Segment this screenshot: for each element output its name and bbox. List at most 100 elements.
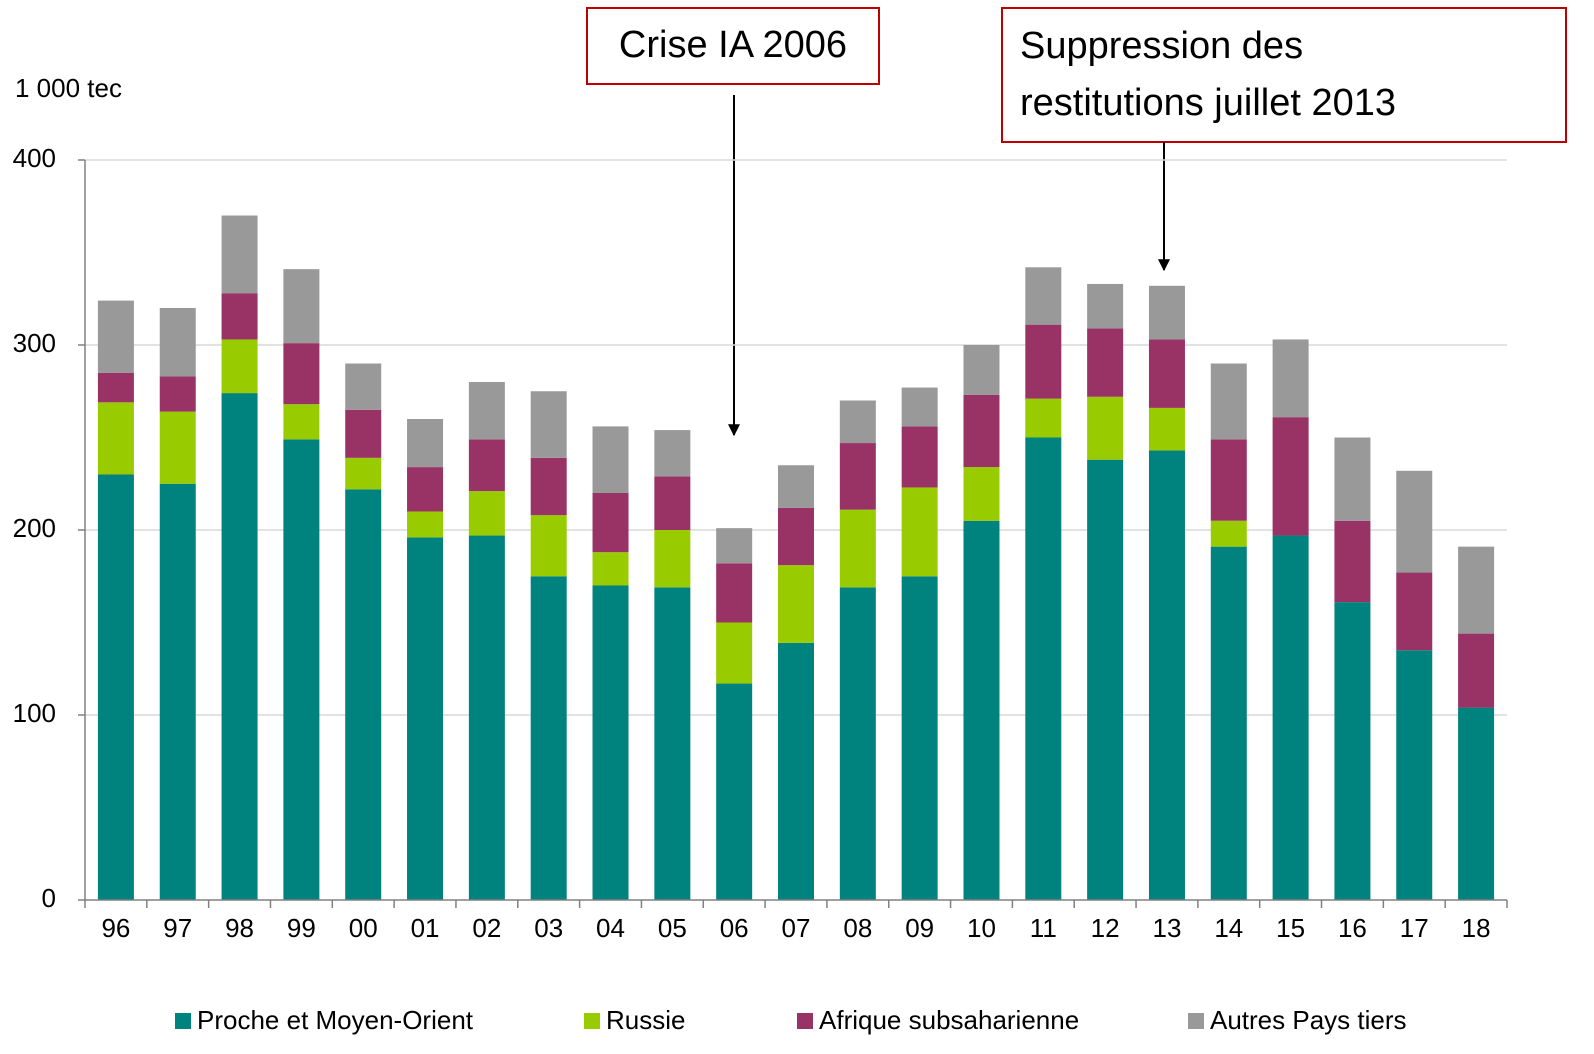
legend-swatch: [797, 1013, 813, 1029]
bar-segment: [283, 439, 320, 900]
x-tick-label: 04: [596, 913, 625, 943]
legend-label: Autres Pays tiers: [1210, 1005, 1407, 1035]
legend-label: Afrique subsaharienne: [819, 1005, 1079, 1035]
bar-segment: [1210, 520, 1247, 547]
bar-segment: [1148, 450, 1185, 900]
x-tick-label: 96: [101, 913, 130, 943]
bar-segment: [468, 382, 505, 440]
bar-segment: [901, 426, 938, 488]
bar-segment: [159, 411, 196, 484]
x-tick-label: 18: [1462, 913, 1491, 943]
bar-segment: [1210, 363, 1247, 440]
x-tick-label: 07: [782, 913, 811, 943]
bar-segment: [1334, 602, 1371, 900]
x-tick-label: 02: [472, 913, 501, 943]
x-tick-label: 03: [534, 913, 563, 943]
bar-segment: [221, 293, 258, 340]
bar-segment: [592, 552, 629, 586]
bar-segment: [1025, 398, 1062, 438]
bar-segment: [1087, 283, 1124, 329]
x-tick-label: 10: [967, 913, 996, 943]
bar-segment: [1272, 417, 1309, 536]
bar-segment: [283, 404, 320, 440]
bar-segment: [1396, 470, 1433, 573]
bar-segment: [716, 563, 753, 623]
bar-segment: [1148, 407, 1185, 451]
x-tick-label: 11: [1030, 913, 1057, 943]
bar-segment: [1087, 328, 1124, 397]
bar-segment: [839, 509, 876, 588]
bar-segment: [901, 576, 938, 900]
bar-segment: [1087, 459, 1124, 900]
bar-segment: [1087, 396, 1124, 460]
bar-segment: [221, 393, 258, 900]
bar-segment: [654, 587, 691, 900]
bar-segment: [1458, 633, 1495, 708]
x-tick-label: 14: [1214, 913, 1243, 943]
x-tick-label: 99: [287, 913, 316, 943]
bar-segment: [159, 308, 196, 377]
bar-segment: [1396, 572, 1433, 651]
x-tick-label: 13: [1152, 913, 1181, 943]
bar-segment: [345, 363, 382, 410]
bar-segment: [345, 457, 382, 490]
bar-segment: [468, 535, 505, 900]
bar-segment: [97, 474, 134, 900]
bar-segment: [716, 528, 753, 564]
bar-segment: [654, 430, 691, 477]
x-tick-label: 15: [1276, 913, 1305, 943]
bar-segment: [1272, 535, 1309, 900]
bar-segment: [1396, 650, 1433, 900]
bar-segment: [963, 394, 1000, 468]
bar-segment: [963, 345, 1000, 395]
annotation-box: [1001, 7, 1567, 143]
bar-segment: [778, 642, 814, 900]
bar-segment: [530, 515, 567, 577]
bar-segment: [778, 465, 814, 508]
y-tick-label: 0: [42, 883, 56, 913]
annotation: Crise IA 2006: [619, 24, 847, 66]
bar-segment: [345, 489, 382, 900]
x-tick-label: 08: [843, 913, 872, 943]
y-tick-label: 400: [13, 143, 56, 173]
bar-segment: [716, 683, 753, 900]
bar-segment: [1210, 439, 1247, 521]
bar-segment: [592, 426, 629, 493]
bar-segment: [654, 530, 691, 588]
bar-segment: [592, 493, 629, 553]
bar-segment: [345, 409, 382, 458]
x-tick-label: 01: [411, 913, 440, 943]
bar-segment: [1025, 267, 1062, 325]
bar-segment: [1025, 324, 1062, 399]
legend-swatch: [175, 1013, 191, 1029]
y-tick-label: 100: [13, 698, 56, 728]
bar-segment: [407, 537, 444, 900]
bar-segment: [778, 507, 814, 566]
x-tick-label: 00: [349, 913, 378, 943]
bar-segment: [1210, 546, 1247, 900]
x-tick-label: 05: [658, 913, 687, 943]
bar-segment: [530, 391, 567, 458]
bar-segment: [839, 587, 876, 900]
x-tick-label: 16: [1338, 913, 1367, 943]
x-tick-label: 12: [1091, 913, 1120, 943]
bar-segment: [716, 622, 753, 684]
bar-segment: [97, 300, 134, 373]
x-tick-label: 98: [225, 913, 254, 943]
bar-segment: [407, 419, 444, 468]
bar-segment: [901, 487, 938, 577]
bar-segment: [97, 372, 134, 403]
legend-label: Proche et Moyen-Orient: [197, 1005, 474, 1035]
bar-segment: [1148, 339, 1185, 408]
y-tick-label: 300: [13, 328, 56, 358]
annotation: Suppression des: [1020, 25, 1303, 67]
annotation-box: [586, 7, 880, 85]
bar-segment: [407, 467, 444, 512]
bar-segment: [1458, 546, 1495, 634]
bar-segment: [530, 576, 567, 900]
y-axis-label: 1 000 tec: [15, 73, 122, 103]
bar-segment: [1272, 339, 1309, 418]
bar-segment: [283, 269, 320, 344]
legend-label: Russie: [606, 1005, 685, 1035]
bar-segment: [1148, 285, 1185, 340]
